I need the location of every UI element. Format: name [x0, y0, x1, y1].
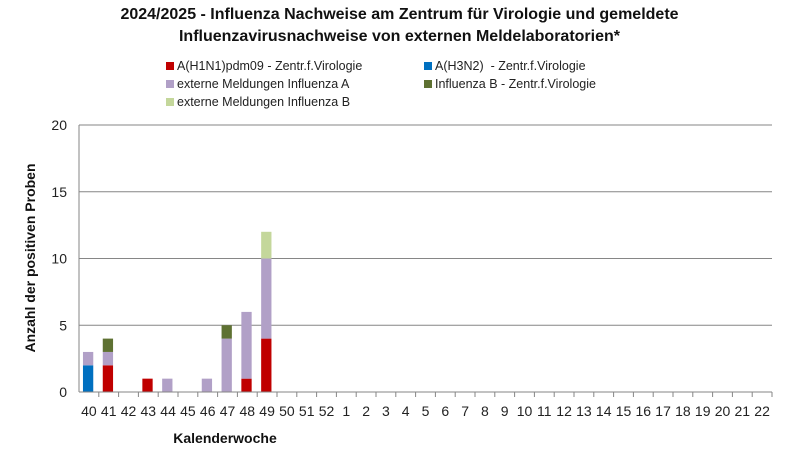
legend-item-ext-a: externe Meldungen Influenza A — [166, 77, 349, 91]
x-tick-label: 21 — [735, 403, 751, 419]
bar-segment — [241, 311, 252, 379]
legend-swatch — [424, 62, 432, 70]
y-tick-label: 0 — [59, 384, 67, 400]
y-tick-label: 10 — [51, 251, 67, 267]
y-tick-label: 15 — [51, 184, 67, 200]
x-tick-label: 1 — [342, 403, 350, 419]
x-tick-label: 8 — [481, 403, 489, 419]
x-tick-label: 6 — [441, 403, 449, 419]
x-tick-label: 20 — [715, 403, 731, 419]
legend-label: externe Meldungen Influenza B — [177, 95, 351, 109]
x-tick-label: 7 — [461, 403, 469, 419]
x-tick-label: 5 — [422, 403, 430, 419]
x-tick-label: 9 — [501, 403, 509, 419]
x-tick-label: 11 — [537, 403, 552, 419]
bar-segment — [261, 231, 272, 259]
x-axis-label: Kalenderwoche — [173, 430, 277, 446]
x-tick-label: 17 — [655, 403, 671, 419]
x-tick-label: 46 — [200, 403, 216, 419]
bar-segment — [102, 365, 114, 392]
x-tick-label: 19 — [695, 403, 711, 419]
bar-segment — [201, 378, 213, 392]
x-tick-label: 15 — [616, 403, 632, 419]
legend-item-infb: Influenza B - Zentr.f.Virologie — [424, 77, 596, 91]
bar-segment — [261, 258, 272, 339]
x-tick-label: 16 — [636, 403, 652, 419]
chart-title-line2: Influenzavirusnachweise von externen Mel… — [178, 28, 620, 45]
x-tick-label: 12 — [556, 403, 572, 419]
x-tick-label: 2 — [362, 403, 370, 419]
x-tick-label: 22 — [754, 403, 770, 419]
bar-segment — [102, 338, 114, 352]
legend-swatch — [166, 80, 174, 88]
bar-segment — [221, 325, 232, 339]
y-tick-label: 5 — [59, 317, 67, 333]
x-tick-label: 42 — [121, 403, 137, 419]
x-tick-label: 3 — [382, 403, 390, 419]
legend-swatch — [166, 62, 174, 70]
x-tick-label: 10 — [517, 403, 533, 419]
bar-segment — [162, 378, 173, 392]
x-tick-label: 14 — [596, 403, 612, 419]
bar-segment — [221, 338, 232, 392]
x-tick-label: 51 — [299, 403, 315, 419]
legend-label: A(H1N1)pdm09 - Zentr.f.Virologie — [177, 59, 363, 73]
x-tick-label: 44 — [160, 403, 176, 419]
legend-swatch — [166, 98, 174, 106]
bar-segment — [142, 378, 153, 392]
x-tick-label: 41 — [101, 403, 117, 419]
x-tick-label: 18 — [675, 403, 691, 419]
bar-segment — [82, 365, 94, 392]
y-tick-label: 20 — [51, 117, 67, 133]
legend-label: A(H3N2) - Zentr.f.Virologie — [435, 59, 586, 73]
x-tick-label: 50 — [279, 403, 295, 419]
x-tick-label: 52 — [319, 403, 335, 419]
x-tick-label: 43 — [141, 403, 157, 419]
bar-segment — [82, 351, 94, 366]
x-tick-label: 4 — [402, 403, 410, 419]
legend-item-h3n2: A(H3N2) - Zentr.f.Virologie — [424, 59, 586, 73]
legend-label: Influenza B - Zentr.f.Virologie — [435, 77, 596, 91]
bar-segment — [261, 338, 272, 392]
x-tick-label: 48 — [240, 403, 256, 419]
bar-segment — [102, 351, 114, 366]
legend-item-h1n1: A(H1N1)pdm09 - Zentr.f.Virologie — [166, 59, 362, 73]
legend-item-ext-b: externe Meldungen Influenza B — [166, 95, 350, 109]
x-tick-label: 45 — [180, 403, 196, 419]
x-tick-label: 13 — [576, 403, 592, 419]
legend-swatch — [424, 80, 432, 88]
bar-segment — [241, 378, 252, 392]
x-tick-label: 47 — [220, 403, 236, 419]
x-tick-label: 49 — [259, 403, 275, 419]
chart-title-line1: 2024/2025 - Influenza Nachweise am Zentr… — [120, 6, 679, 23]
y-axis-label: Anzahl der positiven Proben — [22, 163, 38, 352]
x-tick-label: 40 — [81, 403, 97, 419]
legend-label: externe Meldungen Influenza A — [177, 77, 350, 91]
